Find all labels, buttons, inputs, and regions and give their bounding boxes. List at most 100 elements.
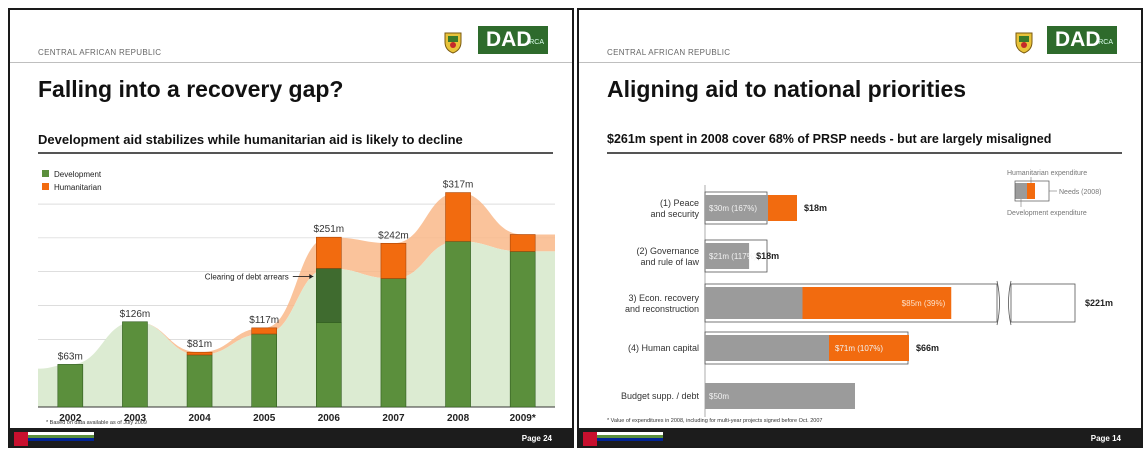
total-label: $81m	[187, 339, 212, 350]
footer-bar: Page 14	[579, 428, 1141, 446]
header-rule	[579, 62, 1141, 63]
annotation-text: Clearing of debt arrears	[205, 272, 289, 281]
category-label: (2) Governance	[636, 246, 699, 256]
bar-development	[705, 243, 750, 269]
footnote: * Value of expenditures in 2008, includi…	[607, 418, 823, 424]
bar-humanitarian	[509, 234, 536, 252]
footnote: * Based on data available as of July 200…	[46, 420, 147, 426]
bar-humanitarian	[829, 335, 909, 361]
needs-label: $221m	[1085, 298, 1113, 308]
bar-inner-label: $71m (107%)	[835, 344, 883, 353]
needs-label: $66m	[916, 343, 939, 353]
total-label: $251m	[314, 224, 345, 235]
bar-development	[316, 322, 342, 408]
legend-swatch	[42, 170, 49, 177]
bar-humanitarian	[380, 242, 407, 279]
legend-swatch	[1015, 183, 1027, 199]
x-tick-label: 2008	[447, 413, 470, 424]
flag-stripe-icon	[583, 432, 663, 446]
dad-logo: DAD RCA	[478, 26, 548, 54]
bar-humanitarian	[316, 236, 342, 269]
page-number: Page 24	[521, 434, 552, 443]
slide-right: CENTRAL AFRICAN REPUBLIC DAD RCA Aligning…	[577, 8, 1143, 448]
header-rule	[10, 62, 572, 63]
x-tick-label: 2005	[253, 413, 276, 424]
bar-humanitarian	[445, 192, 471, 242]
bar-development	[122, 321, 148, 408]
bar-development-debt-arrears	[316, 268, 342, 323]
subtitle-rule	[607, 152, 1122, 154]
development-trend-area	[38, 241, 555, 407]
bar-development	[380, 278, 407, 408]
slide-subtitle: Development aid stabilizes while humanit…	[38, 132, 463, 147]
legend-label: Humanitarian	[54, 183, 102, 192]
total-label: $117m	[249, 315, 279, 326]
category-label: and reconstruction	[625, 304, 699, 314]
logo-text: DAD	[486, 28, 532, 51]
slide-title: Falling into a recovery gap?	[38, 76, 344, 102]
page-number: Page 14	[1090, 434, 1121, 443]
subtitle-rule	[38, 152, 553, 154]
bar-inner-label: $50m	[709, 392, 729, 401]
needs-label: $18m	[804, 203, 827, 213]
legend-label: Development expenditure	[1007, 210, 1087, 217]
x-tick-label: 2007	[382, 413, 405, 424]
total-label: $63m	[58, 351, 83, 362]
bar-humanitarian	[251, 327, 277, 335]
needs-label: $18m	[756, 251, 779, 261]
annotation-arrowhead	[309, 273, 314, 279]
bar-inner-label: $21m (117%)	[709, 252, 757, 261]
bar-development	[251, 333, 277, 408]
bar-development	[705, 195, 768, 221]
slide-left: CENTRAL AFRICAN REPUBLIC DAD RCA Falling …	[8, 8, 574, 448]
footer-bar: Page 24	[10, 428, 572, 446]
x-tick-label: 2002	[59, 413, 82, 424]
category-label: and rule of law	[640, 257, 699, 267]
category-label: 3) Econ. recovery	[628, 293, 699, 303]
total-label: $242m	[378, 230, 409, 241]
axis-break-mark	[996, 280, 1012, 326]
bar-development	[57, 364, 84, 408]
x-tick-label: 2009*	[510, 413, 536, 424]
category-label: (1) Peace	[660, 198, 699, 208]
legend-label: Humanitarian expenditure	[1007, 170, 1087, 177]
humanitarian-trend-area	[38, 192, 555, 369]
bar-development	[445, 240, 471, 408]
legend-swatch	[42, 183, 49, 190]
legend-label: Development	[54, 170, 102, 179]
header-country: CENTRAL AFRICAN REPUBLIC	[607, 48, 731, 57]
needs-outline-tail	[1010, 283, 1076, 323]
bar-development	[509, 251, 536, 408]
bar-inner-label: $85m (39%)	[902, 299, 946, 308]
x-tick-label: 2006	[318, 413, 341, 424]
logo-sup: RCA	[1098, 39, 1113, 46]
coat-of-arms-icon	[1015, 32, 1033, 54]
bar-development	[186, 354, 213, 408]
bar-development	[705, 383, 855, 409]
bar-development	[705, 287, 803, 319]
logo-text: DAD	[1055, 28, 1101, 51]
legend-label: Needs (2008)	[1059, 189, 1101, 196]
bar-humanitarian	[186, 351, 213, 356]
total-label: $126m	[120, 309, 151, 320]
legend-swatch	[1027, 183, 1035, 199]
bar-humanitarian	[768, 195, 797, 221]
slide-title: Aligning aid to national priorities	[607, 76, 967, 102]
dad-logo: DAD RCA	[1047, 26, 1117, 54]
slide-subtitle: $261m spent in 2008 cover 68% of PRSP ne…	[607, 132, 1052, 146]
total-label: $317m	[443, 180, 474, 191]
bar-humanitarian	[802, 287, 952, 319]
category-label: Budget supp. / debt	[621, 391, 700, 401]
coat-of-arms-icon	[444, 32, 462, 54]
bar-inner-label: $30m (167%)	[709, 204, 757, 213]
category-label: (4) Human capital	[628, 343, 699, 353]
bar-development	[705, 335, 830, 361]
x-tick-label: 2003	[124, 413, 147, 424]
flag-stripe-icon	[14, 432, 94, 446]
logo-sup: RCA	[529, 39, 544, 46]
header-country: CENTRAL AFRICAN REPUBLIC	[38, 48, 162, 57]
category-label: and security	[650, 209, 699, 219]
stacked-bar-chart: $63m 2002 $126m 2003 $81m 2004 $117m 2005 $251m 2…	[38, 170, 555, 424]
x-tick-label: 2004	[188, 413, 211, 424]
